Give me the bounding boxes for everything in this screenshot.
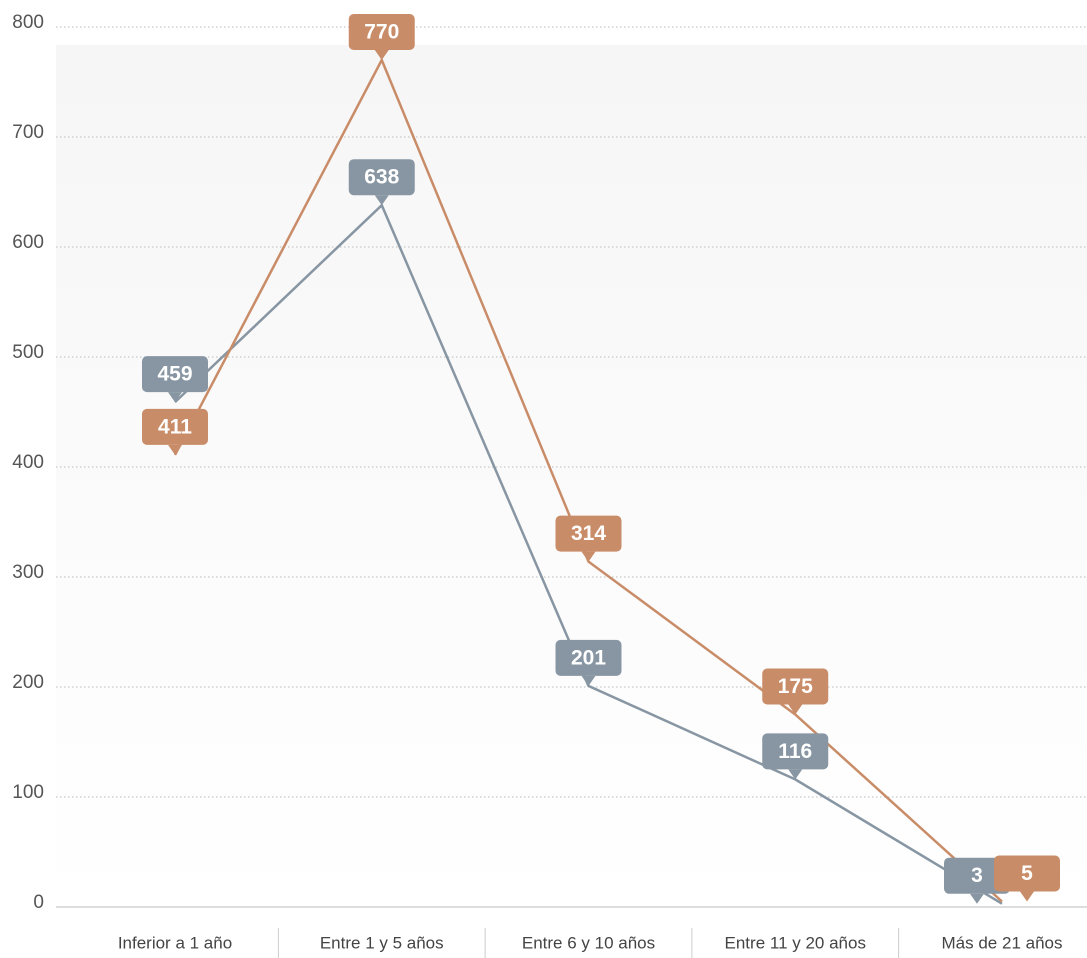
data-label-pointer [788, 704, 803, 715]
data-label-pointer [1020, 891, 1034, 902]
data-label-box [348, 14, 415, 50]
data-label-pointer [374, 50, 389, 60]
data-label-box [142, 356, 208, 393]
data-label: 314 [571, 522, 606, 545]
data-label-box [555, 639, 622, 676]
data-label-box [944, 857, 1010, 894]
data-label-box [555, 515, 622, 552]
x-tick-label: Entre 11 y 20 años [725, 933, 866, 952]
y-tick-label: 100 [12, 782, 44, 803]
y-tick-label: 600 [12, 232, 44, 253]
data-label: 411 [158, 415, 192, 438]
data-label-pointer [788, 769, 803, 780]
data-label-pointer [581, 551, 596, 562]
y-tick-label: 0 [33, 892, 44, 913]
y-tick-label: 400 [12, 452, 44, 473]
data-label-box [994, 855, 1060, 892]
x-tick-label: Entre 1 y 5 años [320, 933, 444, 952]
y-tick-label: 200 [12, 672, 44, 693]
data-label-pointer [168, 392, 182, 403]
data-label: 770 [364, 21, 399, 44]
data-label: 116 [778, 740, 812, 763]
data-label: 459 [157, 363, 192, 386]
data-label: 638 [364, 166, 399, 189]
y-tick-label: 700 [12, 122, 44, 143]
y-tick-label: 500 [12, 342, 44, 363]
data-label: 5 [1021, 862, 1033, 885]
y-tick-label: 800 [12, 12, 44, 33]
data-label: 175 [778, 675, 813, 698]
data-label-box [762, 668, 829, 705]
data-label-pointer [970, 893, 984, 904]
data-label: 3 [971, 864, 983, 887]
x-tick-label: Entre 6 y 10 años [522, 933, 655, 952]
data-label: 201 [571, 646, 606, 669]
data-label-pointer [168, 444, 182, 455]
y-tick-label: 300 [12, 562, 44, 583]
data-label-box [762, 733, 829, 770]
data-label-box [348, 159, 415, 196]
data-label-pointer [581, 675, 596, 686]
data-label-box [142, 408, 208, 445]
data-label-pointer [374, 195, 389, 206]
x-tick-label: Más de 21 años [942, 933, 1063, 952]
x-tick-label: Inferior a 1 año [118, 933, 232, 952]
plot-background [56, 45, 1087, 907]
